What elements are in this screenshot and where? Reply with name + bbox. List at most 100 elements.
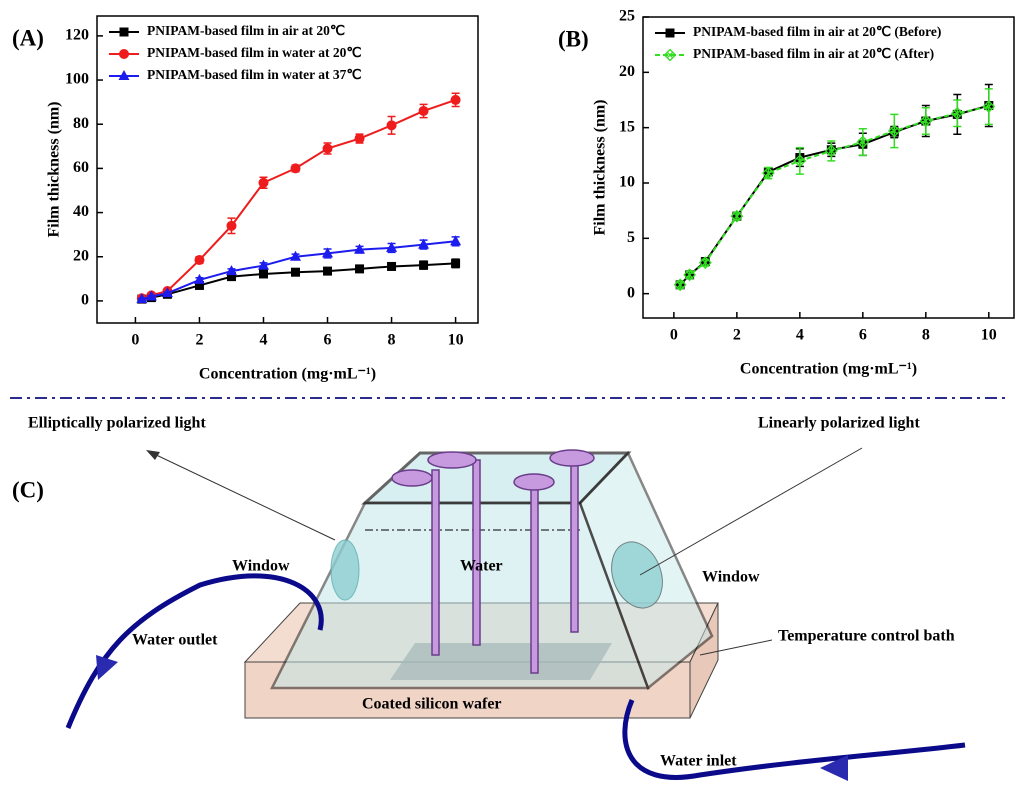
- y-tick-label: 100: [65, 71, 89, 88]
- y-tick-label: 60: [73, 159, 89, 176]
- x-tick-label: 8: [388, 332, 396, 349]
- window-right: [611, 541, 663, 609]
- legend-label: PNIPAM-based film in air at 20℃: [147, 23, 346, 38]
- marker: [887, 124, 901, 138]
- legend-label: PNIPAM-based film in air at 20℃ (After): [693, 46, 934, 61]
- marker: [950, 106, 964, 120]
- label: Temperature control bath: [778, 628, 955, 645]
- marker: [258, 269, 268, 279]
- rod: [431, 469, 440, 656]
- legend-marker: [663, 48, 677, 62]
- x-tick-label: 6: [859, 327, 867, 344]
- marker: [824, 144, 838, 158]
- marker: [355, 264, 365, 274]
- arrowhead: [96, 655, 118, 680]
- marker: [418, 238, 430, 249]
- x-tick-label: 4: [796, 327, 804, 344]
- legend-marker: [119, 49, 129, 59]
- marker: [145, 290, 157, 301]
- marker: [322, 247, 334, 258]
- marker: [451, 258, 461, 268]
- cap: [391, 469, 433, 487]
- x-tick-label: 0: [670, 327, 678, 344]
- inlet-hose: [622, 699, 966, 780]
- marker: [450, 235, 462, 246]
- marker: [226, 220, 237, 231]
- label: Water outlet: [132, 632, 218, 649]
- marker: [258, 177, 269, 188]
- legend-marker: [119, 27, 129, 37]
- marker: [387, 261, 397, 271]
- arrowhead: [146, 450, 160, 460]
- marker: [323, 266, 333, 276]
- diagram: (C) Elliptically polarized light Linearl…: [12, 415, 966, 781]
- cap: [549, 449, 595, 467]
- pointer: [699, 639, 773, 656]
- y-tick-label: 120: [65, 27, 89, 44]
- y-tick-label: 5: [627, 229, 635, 246]
- marker: [761, 166, 775, 180]
- marker: [698, 256, 712, 270]
- marker: [683, 268, 697, 282]
- y-axis-title: Film thickness (nm): [592, 100, 609, 236]
- series-line: [679, 104, 990, 286]
- label: Coated silicon wafer: [362, 696, 502, 713]
- label: Window: [702, 569, 760, 586]
- x-tick-label: 10: [981, 327, 997, 344]
- panel-label: (B): [558, 26, 589, 51]
- marker: [386, 120, 397, 131]
- x-tick-label: 4: [259, 332, 267, 349]
- x-tick-label: 6: [324, 332, 332, 349]
- x-tick-label: 10: [448, 332, 464, 349]
- legend-marker: [118, 70, 130, 80]
- probes: [391, 449, 595, 674]
- marker: [226, 272, 236, 282]
- label: Window: [232, 558, 290, 575]
- y-tick-label: 0: [627, 284, 635, 301]
- x-tick-label: 8: [922, 327, 930, 344]
- cap: [513, 473, 555, 491]
- x-axis-title: Concentration (mg·mL⁻¹): [199, 366, 376, 383]
- legend-label: PNIPAM-based film in water at 20℃: [147, 45, 362, 60]
- arrowhead: [820, 755, 848, 781]
- y-tick-label: 40: [73, 203, 89, 220]
- y-tick-label: 15: [619, 118, 635, 135]
- panel-label: (A): [12, 25, 44, 50]
- panel-label: (C): [12, 477, 44, 502]
- incident-beam: [639, 447, 863, 576]
- marker: [290, 250, 302, 261]
- legend-label: PNIPAM-based film in air at 20℃ (Before): [693, 24, 941, 39]
- label: Water: [460, 558, 503, 575]
- legend-marker: [665, 28, 675, 38]
- series-line: [679, 105, 990, 286]
- y-tick-label: 80: [73, 115, 89, 132]
- marker: [290, 163, 301, 174]
- marker: [194, 255, 205, 266]
- x-tick-label: 0: [131, 332, 139, 349]
- x-tick-label: 2: [733, 327, 741, 344]
- y-tick-label: 20: [73, 247, 89, 264]
- marker: [322, 143, 333, 154]
- marker: [136, 293, 148, 304]
- x-axis-title: Concentration (mg·mL⁻¹): [740, 361, 917, 378]
- x-tick-label: 2: [195, 332, 203, 349]
- marker: [673, 278, 687, 292]
- marker: [418, 105, 429, 116]
- marker: [354, 243, 366, 254]
- plot-frame: [96, 15, 479, 324]
- marker: [386, 241, 398, 252]
- marker: [194, 280, 204, 290]
- cap: [427, 451, 477, 469]
- rod: [530, 487, 539, 674]
- label: Linearly polarized light: [758, 415, 920, 432]
- marker: [419, 260, 429, 270]
- label: Elliptically polarized light: [28, 415, 206, 432]
- rod: [472, 459, 481, 646]
- marker: [257, 259, 269, 270]
- y-tick-label: 0: [81, 292, 89, 309]
- window-left: [330, 539, 360, 601]
- marker: [919, 114, 933, 128]
- marker: [450, 94, 461, 105]
- rod: [570, 461, 579, 633]
